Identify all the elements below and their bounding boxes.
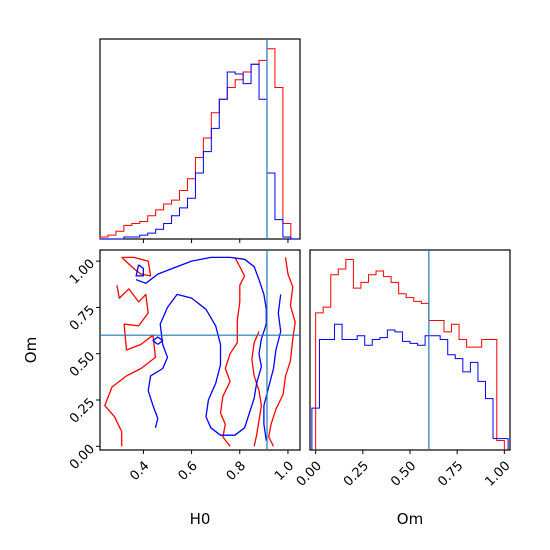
om-marginal-xtick-label-1: 0.25 <box>341 459 372 490</box>
joint-ytick-label-1: 0.25 <box>67 395 98 426</box>
om-hist-series-0 <box>315 259 505 450</box>
joint-ytick-label-4: 1.00 <box>67 257 98 288</box>
contour-line-8 <box>135 264 145 277</box>
axes-ticks: 0.4 0.6 0.8 1.00.000.250.500.751.000.00 0.25… <box>67 239 514 490</box>
contour-line-4 <box>251 331 263 447</box>
contour-line-7 <box>152 336 164 345</box>
joint-xtick-label-0: 0.4 <box>127 459 152 484</box>
om-marginal-xtick-label-0: 0.00 <box>294 459 325 490</box>
om-marginal-xtick-label-3: 0.75 <box>435 459 466 490</box>
h0-hist-series-0 <box>99 48 299 240</box>
x-axis-label-h0: H0 <box>190 510 211 528</box>
om-hist-series-1 <box>311 323 509 450</box>
om-marginal-panel <box>309 249 511 451</box>
om-marginal-xtick-label-4: 1.00 <box>483 459 514 490</box>
joint-xtick-label-1: 0.6 <box>176 459 201 484</box>
om-marginal-xtick-label-2: 0.50 <box>388 459 419 490</box>
joint-panel <box>99 249 301 451</box>
contour-line-6 <box>263 294 282 441</box>
contour-line-3 <box>268 257 296 447</box>
joint-ytick-label-2: 0.50 <box>67 349 98 380</box>
x-axis-label-om: Om <box>397 510 423 528</box>
om-histograms <box>311 250 509 450</box>
contour-line-1 <box>121 256 152 277</box>
y-axis-label-om: Om <box>22 337 40 363</box>
h0-histograms <box>99 39 299 240</box>
h0-marginal-panel <box>99 38 301 240</box>
contour-line-2 <box>219 257 246 447</box>
joint-contours <box>100 250 300 450</box>
joint-ytick-label-0: 0.00 <box>67 442 98 473</box>
joint-xtick-label-2: 0.8 <box>224 459 249 484</box>
joint-ytick-label-3: 0.75 <box>67 303 98 334</box>
contour-line-0 <box>104 285 157 447</box>
contour-line-5 <box>135 256 267 436</box>
h0-hist-series-1 <box>100 63 299 240</box>
